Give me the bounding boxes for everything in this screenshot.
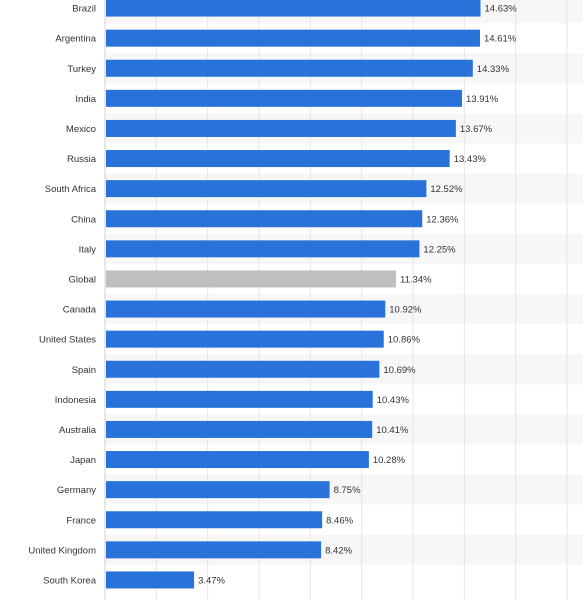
value-label: 11.34% [400,274,432,285]
value-label: 3.47% [198,575,225,586]
category-label: India [75,94,96,105]
bar [106,360,380,378]
bar [106,240,420,258]
bar [106,420,373,438]
value-label: 10.41% [376,425,409,436]
value-label: 10.69% [383,365,416,376]
bar [106,571,195,589]
bar [106,119,456,137]
category-label: United Kingdom [28,545,96,556]
value-label: 10.43% [377,395,410,406]
value-label: 10.92% [389,305,422,316]
category-label: China [71,214,97,225]
category-label: Argentina [55,34,96,45]
bar [106,180,427,198]
bar [106,390,373,408]
category-label: Russia [67,154,97,165]
bar [106,541,322,559]
category-label: South Korea [43,575,97,586]
bar [106,150,450,168]
value-label: 8.42% [325,545,352,556]
value-label: 14.61% [484,34,517,45]
value-label: 8.75% [334,485,361,496]
category-label: Spain [72,365,96,376]
category-label: France [66,515,96,526]
value-label: 12.36% [426,214,459,225]
category-label: Mexico [66,124,96,135]
bar [106,210,423,228]
category-label: Brazil [72,4,96,15]
value-label: 13.43% [454,154,487,165]
value-label: 14.33% [477,64,510,75]
category-label: Italy [79,244,97,255]
category-label: Australia [59,425,97,436]
bar [106,330,384,348]
value-label: 12.52% [430,184,463,195]
value-label: 10.28% [373,455,406,466]
category-label: Global [69,274,96,285]
bar [106,0,481,17]
value-label: 13.91% [466,94,499,105]
category-label: Germany [57,485,96,496]
bar [106,270,397,288]
bar [106,59,473,77]
bar [106,89,463,107]
value-label: 13.67% [460,124,493,135]
value-label: 14.63% [485,4,518,15]
category-label: Turkey [67,64,96,75]
category-label: United States [39,335,96,346]
category-label: Japan [70,455,96,466]
bar [106,451,369,469]
value-label: 10.86% [388,335,421,346]
category-label: Indonesia [55,395,97,406]
bar [106,481,330,499]
value-label: 8.46% [326,515,353,526]
bar [106,300,386,318]
category-label: Canada [63,305,97,316]
value-label: 12.25% [423,244,456,255]
category-label: South Africa [45,184,97,195]
bar [106,511,323,529]
bar [106,29,480,47]
